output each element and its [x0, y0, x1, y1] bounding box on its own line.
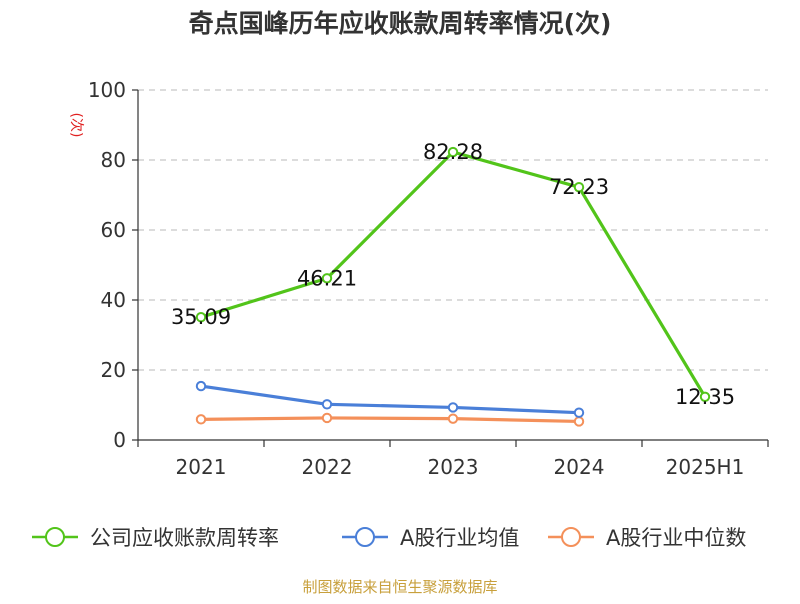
data-label: 82.28: [423, 140, 483, 164]
chart-title: 奇点国峰历年应收账款周转率情况(次): [189, 9, 612, 38]
data-point: [699, 391, 711, 402]
data-point: [321, 412, 333, 424]
legend-label: 公司应收账款周转率: [90, 526, 279, 550]
legend: 公司应收账款周转率 A股行业均值 A股行业中位数: [32, 526, 746, 550]
y-tick-label: 40: [101, 288, 126, 312]
x-tick-label: 2021: [176, 455, 227, 479]
y-tick-label: 0: [113, 428, 126, 452]
y-tick-label: 20: [101, 358, 126, 382]
data-point: [447, 413, 459, 424]
series-layer: [195, 146, 711, 427]
axis-layer: 0 20 40 60 80 100 2021 2022 2023 2024 2025H1: [88, 78, 769, 479]
legend-marker: [355, 527, 375, 547]
data-point: [321, 399, 333, 410]
data-point: [195, 311, 207, 323]
data-point: [321, 273, 333, 284]
data-label: 35.09: [171, 305, 231, 329]
legend-item[interactable]: A股行业均值: [342, 526, 519, 550]
legend-marker: [45, 527, 65, 547]
source-note: 制图数据来自恒生聚源数据库: [302, 578, 497, 596]
data-label: 46.21: [297, 266, 357, 290]
data-point: [447, 402, 459, 413]
data-point: [573, 407, 585, 418]
data-label: 12.35: [675, 385, 735, 409]
x-tick-label: 2024: [554, 455, 605, 479]
legend-item[interactable]: 公司应收账款周转率: [32, 526, 279, 550]
data-point: [195, 380, 207, 392]
y-tick-label: 60: [101, 218, 126, 242]
x-tick-label: 2025H1: [666, 455, 745, 479]
legend-label: A股行业均值: [400, 526, 519, 550]
data-point: [573, 416, 585, 427]
data-point: [573, 181, 585, 193]
x-tick-label: 2022: [302, 455, 353, 479]
series-line: [199, 416, 581, 424]
grid-layer: [138, 89, 768, 371]
label-layer: 35.09 46.21 82.28 72.23 12.35: [171, 140, 735, 409]
data-label: 72.23: [549, 175, 609, 199]
legend-item[interactable]: A股行业中位数: [548, 526, 746, 550]
legend-label: A股行业中位数: [606, 526, 746, 550]
y-tick-label: 100: [88, 78, 126, 102]
data-point: [195, 414, 207, 425]
series-line: [199, 150, 707, 399]
y-axis-label: (次): [68, 113, 84, 138]
data-point: [447, 146, 459, 158]
y-tick-label: 80: [101, 148, 126, 172]
x-tick-label: 2023: [428, 455, 479, 479]
legend-marker: [561, 527, 581, 547]
series-line: [199, 384, 581, 415]
